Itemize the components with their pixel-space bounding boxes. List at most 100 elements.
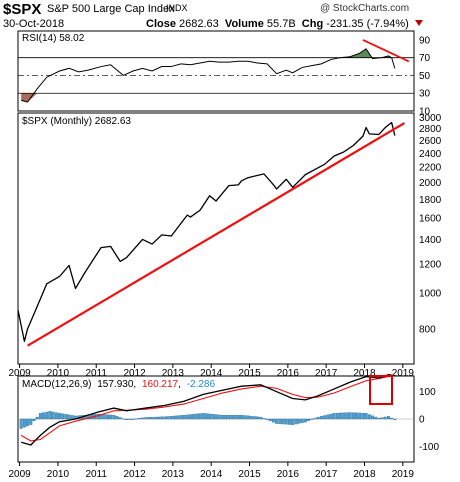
macd-histogram-bar (131, 418, 135, 420)
macd-histogram-bar (268, 418, 272, 422)
macd-histogram-bar (371, 415, 374, 420)
macd-line (21, 374, 395, 446)
macd-histogram-bar (169, 416, 173, 420)
macd-histogram-bar (137, 418, 141, 420)
macd-histogram-bar (166, 416, 170, 420)
macd-histogram-bar (220, 415, 224, 420)
macd-histogram-bar (214, 414, 218, 420)
price-tick-label: 1400 (419, 235, 442, 246)
macd-histogram-bar (316, 416, 320, 420)
macd-histogram-bar (351, 412, 355, 420)
macd-histogram-bar (150, 417, 154, 420)
price-support-trendline (27, 122, 405, 347)
x-tick-label: 2015 (238, 469, 261, 480)
macd-histogram-bar (48, 411, 52, 420)
close-value: 2682.63 (179, 18, 219, 30)
macd-histogram-bar (42, 412, 45, 420)
x-tick-label: 2011 (85, 368, 107, 379)
macd-histogram-bar (319, 416, 323, 420)
macd-histogram-bar (358, 412, 362, 420)
macd-histogram-bar (70, 415, 74, 420)
macd-histogram-bar (195, 413, 199, 420)
macd-histogram-bar (323, 415, 327, 420)
macd-histogram-bar (367, 414, 371, 420)
macd-histogram-bar (364, 413, 368, 420)
x-tick-label: 2011 (85, 469, 107, 480)
x-tick-label: 2013 (162, 469, 185, 480)
macd-histogram-bar (355, 412, 358, 420)
rsi-tick-label: 50 (419, 71, 431, 82)
x-tick-label: 2016 (277, 368, 300, 379)
price-tick-label: 3000 (419, 113, 442, 124)
macd-histogram-bar (51, 411, 55, 420)
macd-histogram-bar (201, 413, 205, 420)
rsi-tick-label: 10 (419, 107, 431, 118)
macd-histogram-bar (272, 418, 275, 423)
macd-histogram-bar (157, 416, 160, 420)
macd-histogram-bar (64, 414, 68, 420)
macd-histogram-bar (252, 416, 256, 420)
macd-histogram-bar (345, 412, 349, 420)
price-series-line (17, 121, 396, 342)
macd-histogram-bar (179, 415, 183, 420)
macd-histogram-bar (310, 418, 314, 420)
macd-histogram-bar (26, 418, 30, 427)
x-tick-label: 2018 (353, 368, 376, 379)
macd-histogram-bar (163, 416, 167, 420)
x-axis-layer: 2009 2009 2010 2010 2011 2011 2012 2012 2013 2013… (8, 364, 414, 480)
macd-histogram-bar (259, 416, 263, 420)
macd-histogram-bar (211, 414, 215, 420)
macd-histogram-bar (278, 418, 282, 424)
macd-histogram-bar (256, 416, 259, 420)
macd-histogram-bar (121, 418, 125, 420)
macd-histogram-bar (144, 417, 148, 420)
macd-histogram-bar (29, 418, 33, 425)
rsi-tick-label: 90 (419, 35, 431, 46)
macd-histogram-bar (67, 414, 71, 420)
chg-value: -231.35 (-7.94%) (326, 18, 409, 30)
macd-tick-label: 100 (419, 387, 436, 398)
macd-histogram-bar (297, 418, 301, 424)
x-tick-label: 2009 (8, 469, 31, 480)
macd-histogram-bar (275, 418, 279, 424)
macd-label: MACD(12,26,9) 157.930, 160.217, -2.286 (22, 379, 215, 390)
macd-histogram-bar (32, 418, 36, 422)
price-tick-label: 1000 (419, 289, 442, 300)
macd-histogram-bar (348, 412, 352, 420)
price-tick-label: 2400 (419, 149, 442, 160)
price-tick-label: 2000 (419, 178, 442, 189)
x-tick-label: 2012 (123, 469, 146, 480)
price-tick-label: 1600 (419, 214, 442, 225)
macd-histogram-bar (217, 414, 221, 420)
rsi-overbought-fill (21, 48, 395, 58)
macd-histogram-bar (224, 415, 228, 420)
macd-histogram-bar (374, 416, 378, 420)
symbol: $SPX (3, 1, 42, 18)
macd-histogram-bar (115, 416, 119, 420)
price-tick-label: 800 (419, 324, 436, 335)
macd-histogram-bar (128, 418, 132, 420)
macd-histogram-bar (230, 415, 234, 420)
macd-histogram-bar (141, 417, 144, 420)
x-tick-label: 2009 (8, 368, 31, 379)
macd-histogram-bar (147, 417, 151, 420)
rsi-oversold-fill (21, 93, 395, 103)
macd-params: MACD(12,26,9) (22, 379, 91, 390)
quote-stats: Close 2682.63 Volume 55.7B Chg -231.35 (… (146, 18, 423, 30)
x-tick-label: 2019 (392, 368, 415, 379)
price-tick-label: 1800 (419, 195, 442, 206)
macd-histogram-bar (208, 413, 212, 420)
rsi-label: RSI(14) 58.02 (22, 33, 85, 44)
macd-histogram-bar (291, 418, 295, 425)
x-tick-label: 2016 (277, 469, 300, 480)
price-label: $SPX (Monthly) 2682.63 (22, 116, 131, 127)
price-tick-label: 2600 (419, 136, 442, 147)
macd-tick-label: -100 (419, 442, 439, 453)
macd-histogram-bar (332, 413, 336, 420)
macd-histogram-bar (182, 415, 186, 420)
macd-histogram-bar (377, 418, 381, 420)
macd-histogram-bar (284, 418, 288, 425)
rsi-series-line (21, 48, 396, 103)
macd-histogram-bar (38, 413, 42, 420)
macd-histogram-bar (176, 415, 180, 420)
